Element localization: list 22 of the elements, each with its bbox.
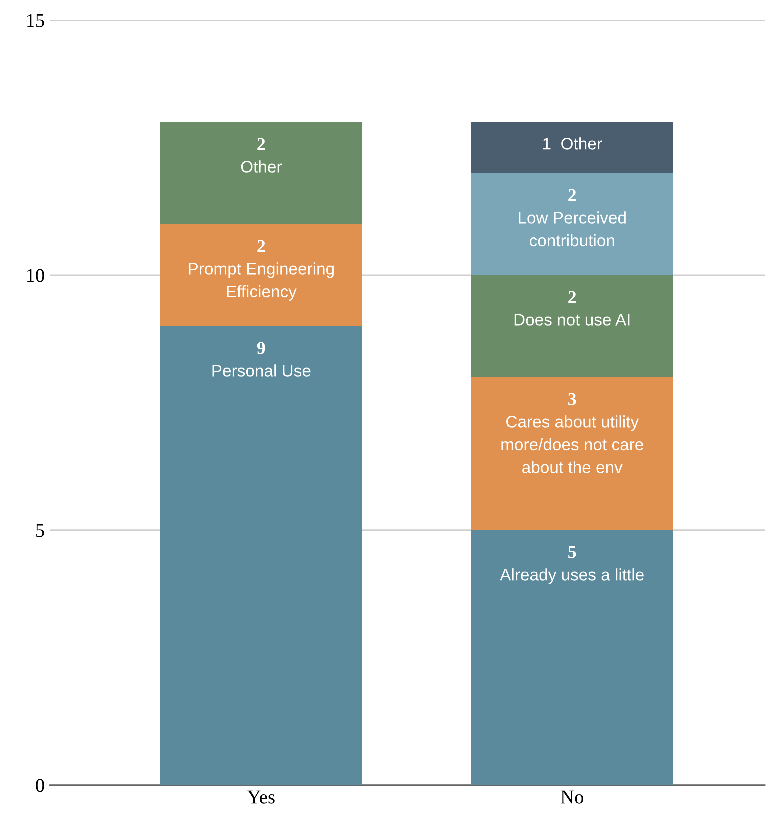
bar	[471, 122, 674, 174]
bar	[471, 173, 674, 276]
data-label: 2 Low Perceived contribution	[519, 189, 626, 247]
y-tick-label: 0	[36, 779, 44, 792]
data-label: 2 Does not use AI	[514, 291, 630, 326]
bar	[160, 224, 362, 326]
bar	[160, 122, 362, 224]
data-label: 2 Other	[241, 138, 282, 173]
bar	[471, 377, 674, 530]
data-label: 3 Cares about utility more/does not care about the env	[502, 393, 644, 474]
bar	[471, 275, 674, 378]
data-label: 9 Personal Use	[212, 342, 311, 377]
data-label: 5 Already uses a little	[500, 546, 644, 584]
x-tick-label: Yes	[247, 790, 275, 804]
bar	[471, 530, 674, 786]
y-tick-label: 10	[27, 269, 44, 282]
data-label: 1 Other	[544, 138, 602, 150]
bar	[160, 326, 362, 786]
y-tick-label: 15	[27, 14, 44, 28]
x-tick-label: No	[561, 790, 584, 804]
data-label: 2 Prompt Engineering Efficiency	[189, 240, 334, 301]
y-tick-label: 5	[36, 524, 44, 538]
